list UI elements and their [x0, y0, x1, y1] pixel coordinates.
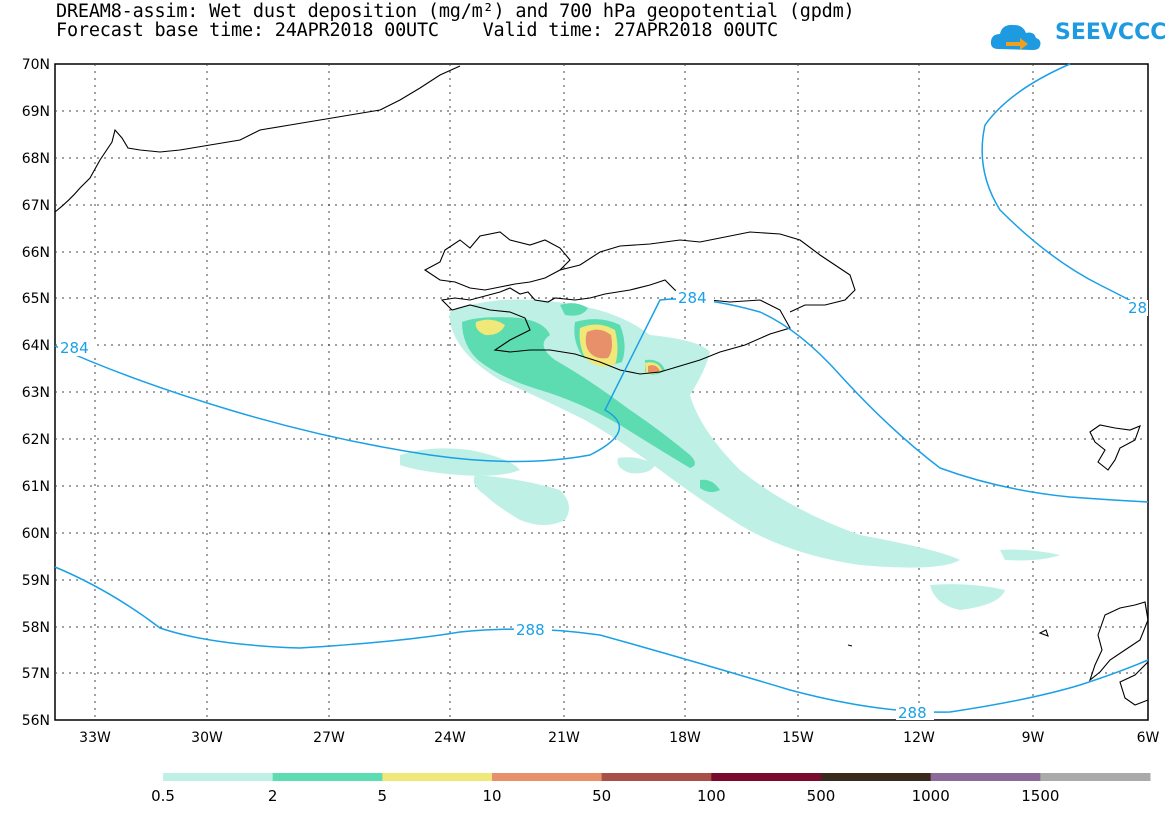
lat-label: 68N	[22, 151, 50, 167]
legend-swatch	[821, 773, 932, 781]
lat-label: 59N	[22, 573, 50, 589]
map-subtitle: Forecast base time: 24APR2018 00UTC Vali…	[56, 20, 778, 41]
legend-swatch	[272, 773, 383, 781]
legend-label: 5	[378, 787, 388, 805]
latitude-labels: 70N 69N 68N 67N 66N 65N 64N 63N 62N 61N …	[22, 57, 50, 729]
map-title: DREAM8-assim: Wet dust deposition (mg/m²…	[56, 1, 855, 22]
legend-label: 0.5	[151, 787, 175, 805]
lat-label: 70N	[22, 57, 50, 73]
geopotential-contours	[54, 63, 1149, 713]
lat-label: 64N	[22, 338, 50, 354]
legend-label: 50	[592, 787, 611, 805]
lat-label: 57N	[22, 666, 50, 682]
legend-label: 1500	[1021, 787, 1059, 805]
lat-label: 62N	[22, 432, 50, 448]
legend-labels: 0.5 2 5 10 50 100 500 1000 1500	[151, 787, 1059, 805]
legend-swatch	[930, 773, 1041, 781]
lon-label: 30W	[191, 730, 223, 746]
contour-label: 284	[60, 339, 89, 357]
lat-label: 65N	[22, 291, 50, 307]
lat-label: 60N	[22, 526, 50, 542]
lon-label: 6W	[1137, 730, 1160, 746]
coastlines	[54, 65, 1149, 706]
lat-label: 61N	[22, 479, 50, 495]
contour-label: 288	[898, 704, 927, 722]
lat-label: 58N	[22, 620, 50, 636]
lon-label: 9W	[1022, 730, 1045, 746]
lat-label: 69N	[22, 104, 50, 120]
lon-label: 24W	[434, 730, 466, 746]
lon-label: 27W	[313, 730, 345, 746]
lat-label: 63N	[22, 385, 50, 401]
legend-swatch	[163, 773, 274, 781]
lat-label: 66N	[22, 245, 50, 261]
legend-label: 10	[482, 787, 501, 805]
legend-swatch	[382, 773, 493, 781]
legend-swatch	[711, 773, 822, 781]
longitude-labels: 33W 30W 27W 24W 21W 18W 15W 12W 9W 6W	[79, 730, 1159, 746]
legend-colorbar	[163, 773, 1151, 781]
lon-label: 33W	[79, 730, 111, 746]
contour-label: 28	[1128, 299, 1147, 317]
contour-label: 288	[516, 621, 545, 639]
contour-labels: 284 284 28 288 288	[58, 289, 1148, 722]
contour-label: 284	[678, 289, 707, 307]
legend-label: 1000	[912, 787, 950, 805]
legend-label: 500	[807, 787, 836, 805]
lon-label: 21W	[548, 730, 580, 746]
cloud-logo-icon	[990, 24, 1041, 50]
legend-swatch	[601, 773, 712, 781]
logo-text: SEEVCCC	[1055, 20, 1167, 45]
lat-label: 67N	[22, 198, 50, 214]
legend-label: 100	[697, 787, 726, 805]
dust-deposition-shading	[400, 299, 1060, 610]
legend-swatch	[1040, 773, 1151, 781]
lat-label: 56N	[22, 713, 50, 729]
lon-label: 15W	[782, 730, 814, 746]
lon-label: 12W	[903, 730, 935, 746]
lon-label: 18W	[669, 730, 701, 746]
legend-swatch	[492, 773, 603, 781]
legend-label: 2	[268, 787, 278, 805]
